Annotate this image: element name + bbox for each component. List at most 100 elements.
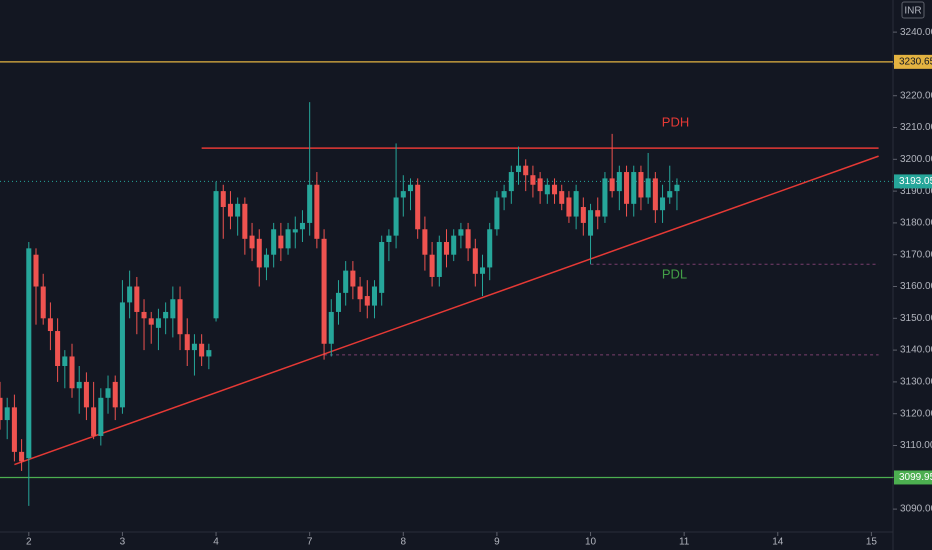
candle-body — [249, 235, 255, 249]
y-tick-label: 3240.00 — [900, 27, 932, 38]
candle-body — [588, 210, 594, 236]
candle-body — [479, 267, 486, 274]
candle-body — [415, 184, 421, 230]
candle-body — [616, 172, 622, 192]
candle-body — [0, 397, 3, 421]
y-tick-label: 3090.00 — [900, 504, 932, 515]
candle-body — [26, 248, 32, 459]
candle-body — [112, 381, 118, 408]
candle-body — [235, 203, 241, 217]
candle-body — [357, 286, 363, 300]
candle-body — [141, 311, 147, 319]
candle-body — [350, 270, 356, 287]
candle-body — [667, 191, 673, 198]
candle-body — [674, 184, 680, 192]
candle-body — [472, 248, 478, 274]
candle-body — [321, 238, 327, 344]
candle-body — [501, 191, 507, 198]
candle-body — [573, 191, 579, 217]
y-tick-label: 3110.00 — [900, 440, 932, 451]
candle-body — [494, 197, 500, 230]
candle-body — [386, 235, 392, 242]
candle-body — [242, 203, 248, 239]
candle-body — [134, 286, 140, 312]
x-tick-label: 9 — [494, 537, 500, 548]
candle-body — [292, 229, 298, 233]
y-tick-label: 3220.00 — [900, 90, 932, 101]
candle-body — [523, 165, 529, 176]
trendline — [14, 155, 879, 466]
candle-body — [278, 235, 284, 249]
candle-body — [91, 407, 97, 436]
candle-body — [62, 356, 68, 367]
candle-body — [69, 356, 75, 389]
y-tick-label: 3160.00 — [900, 281, 932, 292]
y-tick-label: 3140.00 — [900, 345, 932, 356]
candle-body — [40, 286, 46, 319]
candle-body — [660, 197, 666, 211]
pdl-label: PDL — [662, 267, 687, 282]
candle-body — [544, 184, 550, 195]
candle-body — [422, 229, 428, 255]
candle-body — [393, 197, 399, 236]
candle-body — [83, 381, 89, 408]
candle-body — [227, 203, 233, 217]
candle-body — [206, 350, 212, 357]
price-label-box — [894, 470, 932, 485]
price-label: 3193.05 — [899, 176, 932, 187]
y-tick-label: 3170.00 — [900, 249, 932, 260]
candle-body — [451, 235, 457, 255]
candle-body — [552, 184, 558, 195]
candle-body — [458, 229, 464, 236]
candle-body — [515, 165, 522, 173]
y-tick-label: 3120.00 — [900, 408, 932, 419]
candle-body — [155, 318, 161, 328]
candle-body — [191, 343, 197, 351]
candle-body — [443, 241, 450, 255]
x-tick-label: 2 — [26, 537, 32, 548]
x-tick-label: 14 — [772, 537, 784, 548]
y-tick-label: 3210.00 — [900, 122, 932, 133]
candle-body — [429, 254, 435, 277]
candle-body — [105, 388, 111, 398]
candle-body — [595, 210, 601, 217]
candle-body — [436, 241, 442, 277]
candle-body — [328, 311, 334, 344]
x-tick-label: 4 — [213, 537, 219, 548]
price-label-box — [894, 54, 932, 69]
price-label: 3099.95 — [899, 472, 932, 483]
candle-body — [566, 197, 572, 217]
y-tick-label: 3190.00 — [900, 186, 932, 197]
candle-body — [400, 191, 406, 198]
candle-body — [631, 172, 637, 204]
x-tick-label: 7 — [307, 537, 313, 548]
currency-box[interactable] — [901, 1, 925, 19]
candle-body — [4, 407, 10, 421]
candle-body — [487, 229, 493, 268]
candle-body — [465, 229, 471, 249]
x-tick-label: 3 — [120, 537, 126, 548]
candle-body — [199, 343, 205, 357]
candle-body — [213, 191, 219, 319]
y-tick-label: 3150.00 — [900, 313, 932, 324]
candle-body — [364, 296, 370, 306]
y-tick-label: 3200.00 — [900, 154, 932, 165]
candle-body — [602, 178, 608, 217]
candle-body — [55, 331, 61, 367]
x-tick-label: 8 — [401, 537, 407, 548]
candle-body — [530, 175, 536, 185]
candle-body — [624, 172, 630, 204]
candle-body — [645, 178, 651, 198]
candle-body — [33, 254, 39, 287]
candle-body — [379, 241, 385, 293]
pdh-label: PDH — [662, 115, 689, 130]
candle-body — [163, 311, 169, 319]
candle-body — [299, 222, 305, 230]
candle-body — [19, 451, 25, 462]
candle-body — [76, 381, 82, 389]
price-label-box — [894, 174, 932, 189]
candle-body — [371, 286, 378, 306]
